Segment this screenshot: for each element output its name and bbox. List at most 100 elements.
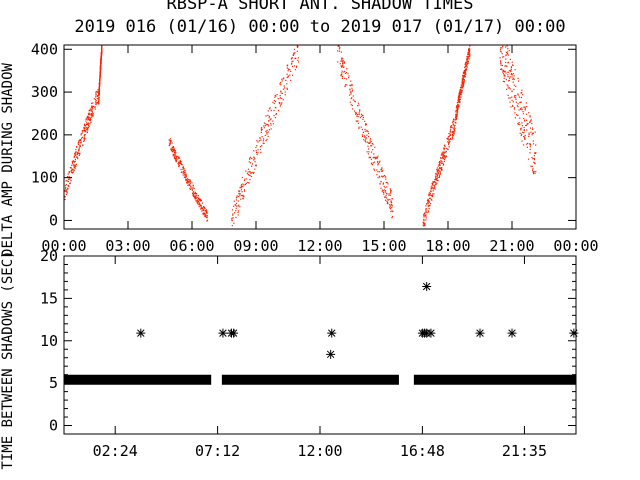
data-point	[451, 136, 453, 138]
data-point	[462, 72, 465, 74]
data-point	[435, 183, 437, 186]
data-point	[511, 73, 513, 75]
data-point	[423, 222, 425, 224]
data-point	[510, 73, 512, 75]
data-point	[233, 222, 235, 224]
data-point	[270, 118, 272, 120]
data-point	[279, 83, 281, 85]
data-point	[438, 168, 440, 170]
data-point	[275, 107, 277, 109]
data-point	[189, 179, 191, 181]
data-point	[77, 143, 79, 146]
data-point	[171, 142, 173, 144]
data-point	[349, 101, 351, 103]
data-point	[422, 221, 424, 223]
data-point	[379, 160, 381, 162]
data-point	[75, 151, 77, 153]
data-point	[345, 84, 347, 86]
data-point	[275, 113, 277, 115]
data-point	[506, 65, 508, 67]
data-point	[296, 65, 298, 67]
data-point	[79, 144, 81, 146]
data-point	[524, 106, 526, 108]
data-point	[450, 126, 452, 128]
data-point	[86, 115, 89, 117]
data-point	[460, 96, 462, 98]
data-point	[77, 152, 79, 154]
data-point	[511, 74, 513, 76]
trace-band-3	[168, 138, 209, 222]
data-point	[373, 168, 375, 170]
data-point	[515, 95, 517, 97]
data-point	[64, 198, 66, 201]
data-point	[80, 133, 82, 135]
data-point	[506, 88, 508, 90]
data-point	[351, 97, 353, 99]
data-point	[438, 170, 440, 172]
data-point	[452, 135, 454, 137]
data-point	[243, 184, 245, 186]
data-point	[201, 210, 203, 212]
data-point	[296, 46, 299, 48]
data-point	[238, 195, 240, 197]
data-point	[190, 180, 192, 182]
data-point	[456, 106, 458, 108]
data-point	[67, 175, 69, 177]
data-point	[185, 176, 187, 178]
data-point	[385, 195, 387, 197]
data-point	[436, 179, 438, 182]
top-x-tick-label: 03:00	[105, 237, 150, 255]
data-point	[247, 173, 249, 176]
data-point	[453, 118, 455, 120]
chart-title-line1: RBSP-A SHORT ANT. SHADOW TIMES	[166, 0, 473, 14]
data-point	[535, 144, 537, 146]
data-point	[99, 67, 102, 69]
data-point	[369, 141, 371, 143]
data-point	[81, 130, 83, 132]
data-point	[374, 146, 376, 148]
data-point	[511, 61, 513, 63]
data-point	[184, 176, 186, 178]
data-point	[280, 102, 282, 104]
data-point	[434, 181, 436, 183]
data-point	[206, 212, 208, 214]
data-point	[253, 171, 255, 173]
data-point	[436, 169, 438, 171]
data-point	[287, 75, 289, 77]
data-point	[170, 141, 172, 143]
data-point	[82, 136, 84, 138]
data-point	[342, 64, 344, 66]
data-point	[98, 90, 100, 92]
data-point	[198, 204, 200, 206]
data-point	[423, 223, 425, 225]
data-point	[513, 96, 516, 98]
data-point	[520, 92, 522, 94]
data-point	[350, 97, 352, 100]
data-point	[231, 219, 233, 221]
data-point	[341, 70, 343, 72]
data-point	[99, 68, 101, 70]
data-point	[532, 158, 534, 160]
data-point	[290, 63, 293, 65]
data-point	[272, 120, 274, 122]
data-point	[180, 164, 182, 166]
data-point	[95, 100, 97, 102]
data-point	[174, 150, 176, 152]
data-point	[88, 125, 90, 127]
data-point	[189, 181, 191, 183]
data-point	[357, 120, 359, 122]
data-point	[514, 97, 517, 99]
data-point	[259, 148, 262, 151]
data-point	[442, 164, 444, 166]
data-point	[356, 115, 358, 117]
data-point	[372, 162, 374, 164]
data-point	[181, 171, 183, 173]
data-point	[425, 215, 427, 217]
data-point	[431, 193, 434, 195]
data-point	[252, 172, 254, 174]
data-point	[172, 146, 175, 148]
data-point	[520, 101, 522, 103]
data-point	[456, 107, 458, 109]
data-point	[184, 169, 186, 171]
data-point	[528, 158, 530, 160]
